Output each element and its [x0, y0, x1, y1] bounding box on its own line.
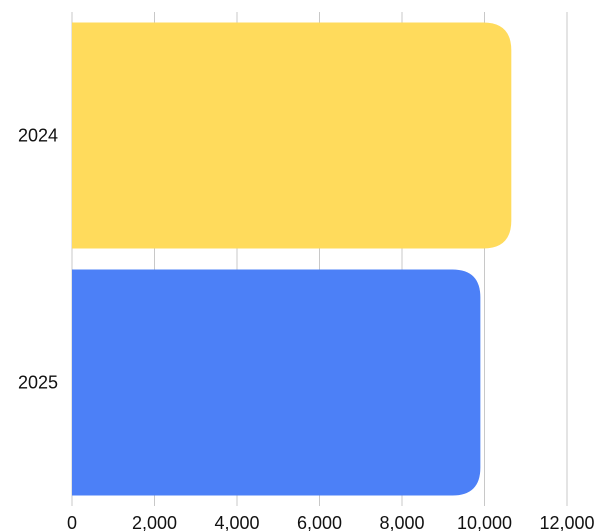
x-tick-label: 8,000 [379, 513, 424, 531]
y-axis: 2024 2025 [18, 126, 58, 393]
y-category-label: 2024 [18, 126, 58, 146]
x-tick-label: 10,000 [457, 513, 512, 531]
bar-2024 [72, 22, 512, 249]
bar-2025 [72, 269, 481, 496]
x-axis: 0 2,000 4,000 6,000 8,000 10,000 12,000 [67, 513, 595, 531]
bar-layer [72, 22, 512, 496]
y-category-label: 2025 [18, 373, 58, 393]
x-tick-label: 12,000 [539, 513, 594, 531]
x-tick-label: 2,000 [132, 513, 177, 531]
x-tick-label: 0 [67, 513, 77, 531]
x-tick-label: 6,000 [297, 513, 342, 531]
x-tick-label: 4,000 [214, 513, 259, 531]
